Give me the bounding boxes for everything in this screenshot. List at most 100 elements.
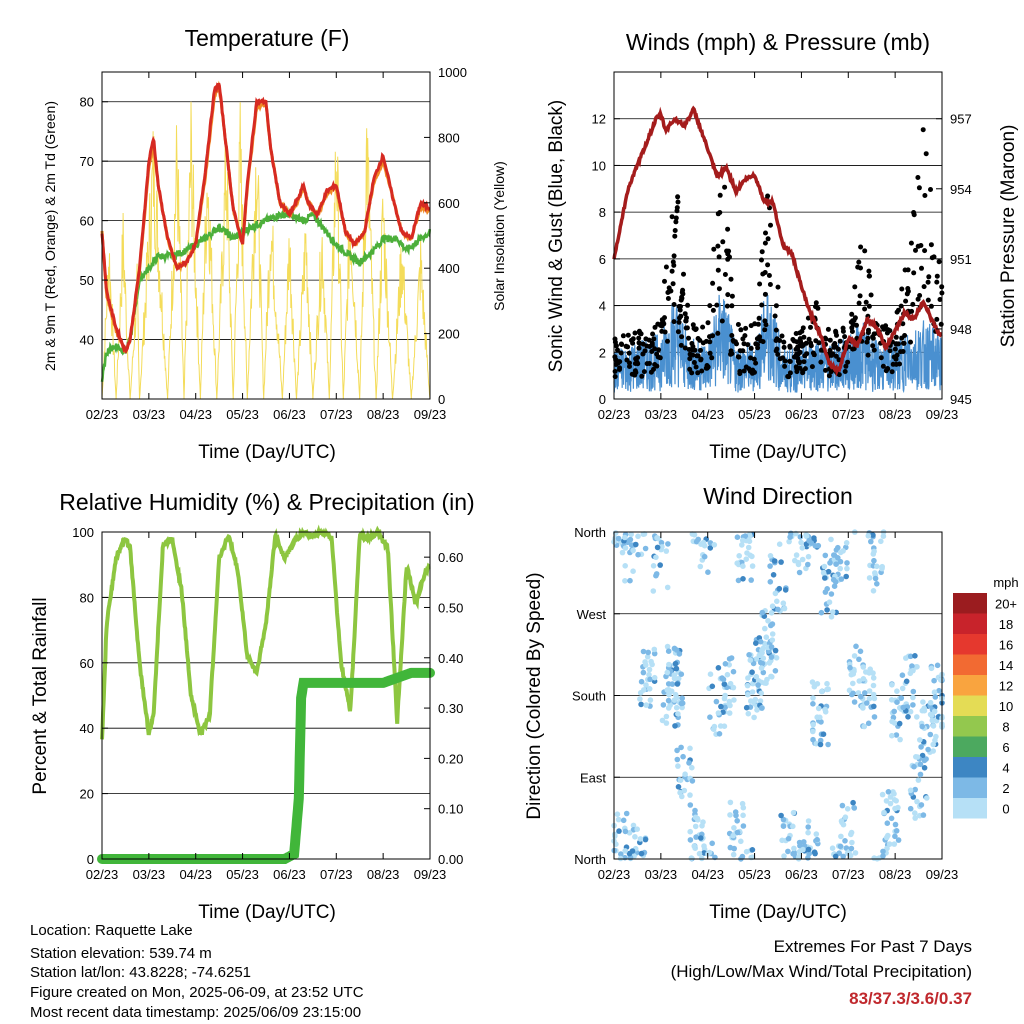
direction-point [630, 568, 636, 574]
direction-point [694, 815, 701, 822]
direction-point [779, 837, 785, 844]
direction-point [663, 720, 670, 726]
x-tick-label: 08/23 [879, 867, 912, 882]
gust-point [915, 175, 921, 180]
direction-point [760, 645, 767, 652]
gust-point [729, 303, 735, 309]
direction-point [838, 576, 845, 582]
gust-point [715, 330, 721, 336]
gust-point [765, 236, 771, 242]
direction-point [638, 850, 645, 857]
direction-point [749, 669, 755, 675]
direction-point [778, 559, 784, 565]
direction-point [716, 731, 723, 737]
gust-point [759, 257, 764, 263]
direction-point [872, 570, 878, 576]
direction-point [831, 552, 837, 558]
direction-point [664, 643, 671, 650]
gust-point [908, 339, 913, 345]
direction-point [912, 810, 918, 816]
gust-point [894, 309, 900, 315]
gust-point [681, 271, 686, 277]
direction-point [851, 805, 858, 811]
direction-point [822, 575, 828, 581]
direction-point [818, 719, 824, 725]
direction-point [891, 708, 897, 715]
gust-point [651, 366, 656, 372]
gust-point [650, 331, 656, 337]
direction-point [680, 753, 686, 760]
direction-point [644, 654, 651, 660]
direction-point [665, 648, 672, 654]
direction-point [736, 553, 742, 559]
gust-point [729, 293, 735, 299]
direction-point [918, 802, 925, 808]
temperature-ylabel: 2m & 9m T (Red, Orange) & 2m Td (Green) [42, 101, 58, 371]
direction-point [707, 545, 714, 551]
gust-point [797, 349, 803, 355]
gust-point [836, 372, 842, 378]
y2-tick-label: 945 [950, 392, 972, 407]
direction-panel: Wind Direction North East South West North 0… [524, 483, 1019, 923]
direction-point [692, 807, 698, 814]
gust-point [699, 368, 705, 374]
gust-point [765, 262, 771, 268]
direction-point [650, 588, 657, 594]
direction-point [664, 687, 671, 693]
direction-point [915, 777, 922, 783]
gust-point [618, 350, 624, 356]
direction-point [885, 832, 891, 839]
gust-point [684, 325, 690, 331]
gust-point [686, 347, 692, 352]
direction-point [753, 656, 760, 662]
gust-point [758, 338, 764, 344]
gust-point [858, 244, 864, 250]
direction-point [675, 675, 682, 682]
direction-point [770, 572, 777, 578]
x-tick-label: 06/23 [273, 867, 306, 882]
direction-point [640, 648, 647, 655]
direction-point [731, 825, 737, 831]
gust-point [715, 211, 721, 217]
gust-point [880, 363, 886, 369]
gust-point [751, 356, 757, 362]
temperature-frame [101, 71, 431, 400]
gust-point [663, 264, 669, 270]
temperature-y-ticks: 40 50 60 70 80 [80, 95, 108, 348]
gust-point [654, 363, 660, 369]
direction-point [710, 726, 717, 732]
gust-point [743, 325, 749, 331]
direction-point [796, 854, 802, 860]
direction-point [674, 756, 681, 763]
gust-point [864, 339, 870, 345]
temperature-y2-ticks: 0 200 400 600 800 1000 [424, 65, 467, 407]
direction-point [619, 549, 626, 556]
y-tick-label: 0 [87, 852, 94, 867]
x-tick-label: 09/23 [926, 867, 959, 882]
gust-point [905, 286, 911, 291]
y-tick-label: East [580, 770, 606, 785]
winds-ylabel: Sonic Wind & Gust (Blue, Black) [546, 100, 567, 372]
direction-point [857, 648, 864, 655]
direction-point [796, 839, 803, 846]
gust-point [685, 302, 691, 308]
direction-point [638, 701, 644, 708]
direction-point [900, 704, 906, 711]
direction-point [749, 689, 756, 695]
direction-point [743, 704, 750, 711]
direction-point [810, 736, 816, 743]
gust-point [759, 249, 765, 255]
gust-point [842, 334, 848, 340]
direction-point [856, 656, 862, 663]
y-tick-label: 50 [80, 273, 94, 288]
direction-point [675, 763, 681, 769]
direction-point [633, 541, 639, 548]
legend-swatch [953, 695, 987, 716]
gust-point [901, 340, 906, 346]
gust-point [759, 302, 765, 308]
x-tick-label: 09/23 [414, 867, 447, 882]
direction-point [930, 723, 937, 729]
direction-point [664, 584, 671, 591]
direction-point [842, 814, 849, 820]
